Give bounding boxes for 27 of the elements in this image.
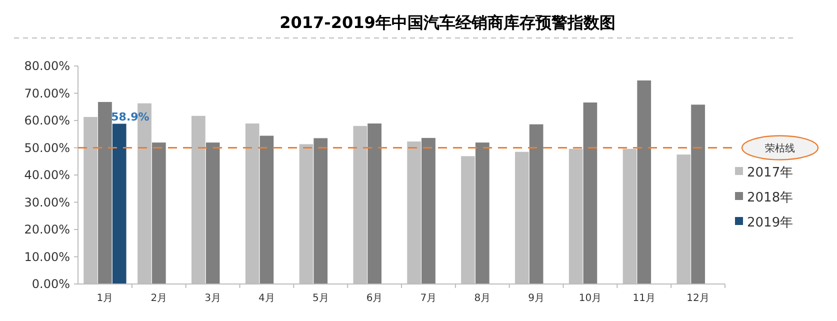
data-label: 58.9% bbox=[111, 110, 150, 124]
y-tick-label: 20.00% bbox=[24, 222, 70, 237]
x-tick-label: 1月 bbox=[96, 293, 114, 304]
x-tick-label: 4月 bbox=[258, 293, 275, 304]
x-tick-label: 10月 bbox=[578, 293, 602, 304]
y-tick-label: 10.00% bbox=[24, 250, 70, 264]
y-tick-label: 40.00% bbox=[24, 168, 70, 182]
x-tick-label: 5月 bbox=[312, 293, 329, 304]
y-tick-label: 80.00% bbox=[24, 59, 70, 74]
legend-label: 2019年 bbox=[747, 216, 794, 231]
x-tick-label: 8月 bbox=[474, 293, 491, 304]
y-tick-label: 60.00% bbox=[24, 114, 70, 128]
chart-title: 2017-2019年中国汽车经销商库存预警指数图 bbox=[280, 13, 616, 32]
x-tick-label: 11月 bbox=[632, 293, 656, 304]
y-tick-label: 50.00% bbox=[24, 140, 70, 155]
legend-label: 2017年 bbox=[747, 166, 794, 181]
x-tick-label: 12月 bbox=[686, 293, 710, 304]
x-tick-label: 6月 bbox=[366, 293, 383, 304]
y-tick-label: 70.00% bbox=[24, 86, 70, 100]
x-tick-label: 7月 bbox=[420, 293, 437, 304]
ref-line-label: 荣枯线 bbox=[765, 142, 795, 154]
x-tick-label: 3月 bbox=[204, 293, 221, 304]
y-tick-label: 30.00% bbox=[24, 195, 70, 210]
x-tick-label: 2月 bbox=[150, 293, 168, 304]
y-tick-label: 0.00% bbox=[32, 277, 70, 292]
legend-label: 2018年 bbox=[747, 190, 794, 206]
x-tick-label: 9月 bbox=[528, 293, 544, 304]
